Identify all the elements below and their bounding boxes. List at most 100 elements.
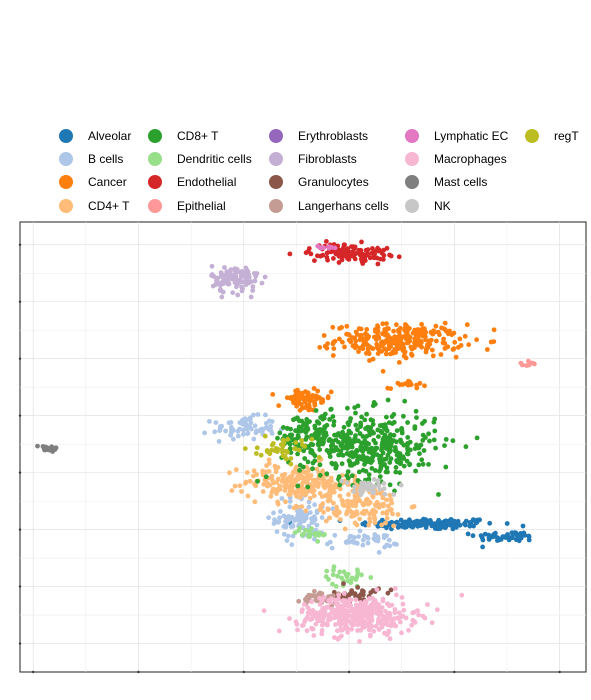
data-point xyxy=(232,483,238,489)
data-point xyxy=(513,537,519,543)
data-point xyxy=(308,441,314,447)
legend-item: Cancer xyxy=(59,175,127,189)
data-point xyxy=(287,616,292,621)
data-point xyxy=(370,490,375,496)
data-point xyxy=(233,467,239,473)
data-point xyxy=(247,478,253,484)
legend-label: Langerhans cells xyxy=(298,199,389,213)
data-point xyxy=(384,326,390,331)
data-point xyxy=(213,420,219,425)
data-point xyxy=(355,585,361,590)
data-point xyxy=(387,252,392,258)
data-point xyxy=(299,504,305,509)
data-point xyxy=(398,523,404,528)
data-point xyxy=(377,474,383,479)
data-point xyxy=(277,430,283,436)
data-point xyxy=(375,620,381,626)
data-point xyxy=(401,463,407,469)
data-point xyxy=(235,269,241,275)
legend-label: Dendritic cells xyxy=(177,152,252,166)
data-point xyxy=(219,294,225,300)
data-point xyxy=(341,503,347,509)
data-point xyxy=(348,580,354,586)
data-point xyxy=(235,433,241,439)
data-point xyxy=(309,436,315,442)
data-point xyxy=(423,521,428,526)
data-point xyxy=(260,471,266,477)
data-point xyxy=(363,500,369,506)
data-point xyxy=(383,608,388,614)
data-point xyxy=(315,539,321,544)
data-point xyxy=(266,515,271,521)
data-point xyxy=(358,256,364,262)
data-point xyxy=(388,343,393,349)
data-point xyxy=(367,596,372,601)
data-point xyxy=(412,424,418,429)
data-point xyxy=(447,328,452,334)
data-point xyxy=(285,436,291,442)
data-point xyxy=(319,622,325,628)
data-point xyxy=(281,524,287,529)
data-point xyxy=(337,336,342,342)
data-point xyxy=(306,246,312,251)
data-point xyxy=(382,438,388,444)
data-point xyxy=(248,415,253,421)
data-point xyxy=(351,489,357,495)
data-point xyxy=(366,350,372,356)
data-point xyxy=(409,351,414,357)
data-point xyxy=(372,516,378,522)
data-point xyxy=(504,521,510,526)
data-point xyxy=(388,587,394,593)
data-point xyxy=(288,524,294,530)
data-point xyxy=(457,336,463,342)
data-point xyxy=(396,610,402,616)
legend-item: Erythroblasts xyxy=(269,129,368,143)
data-point xyxy=(349,514,355,519)
data-point xyxy=(346,505,351,511)
data-point xyxy=(296,393,302,399)
data-point xyxy=(377,468,382,474)
data-point xyxy=(380,510,386,516)
legend-label: Fibroblasts xyxy=(298,152,357,166)
legend-label: B cells xyxy=(88,152,123,166)
data-point xyxy=(375,245,380,251)
data-point xyxy=(331,419,337,424)
legend-label: NK xyxy=(434,199,451,213)
data-point xyxy=(392,445,398,450)
data-point xyxy=(252,423,258,429)
data-point xyxy=(352,405,358,410)
data-point xyxy=(375,351,381,356)
data-point xyxy=(364,411,369,417)
data-point xyxy=(369,466,375,471)
legend-marker xyxy=(59,129,73,143)
data-point xyxy=(372,251,377,256)
data-point xyxy=(381,253,387,258)
data-point xyxy=(355,427,360,433)
data-point xyxy=(301,531,306,537)
data-point xyxy=(374,587,380,592)
plot-area xyxy=(18,221,587,674)
legend-label: Alveolar xyxy=(88,129,131,143)
data-point xyxy=(387,636,393,642)
data-point xyxy=(312,258,317,263)
data-point xyxy=(359,572,364,578)
data-point xyxy=(258,452,264,458)
data-point xyxy=(314,477,320,483)
data-point xyxy=(266,457,272,463)
data-point xyxy=(216,439,222,444)
data-point xyxy=(341,424,347,430)
data-point xyxy=(250,284,256,290)
data-point xyxy=(516,533,522,539)
data-point xyxy=(339,615,344,621)
data-point xyxy=(360,542,366,548)
data-point xyxy=(335,573,340,579)
data-point xyxy=(478,533,484,538)
data-point xyxy=(217,428,223,434)
data-point xyxy=(342,344,347,350)
data-point xyxy=(451,521,456,527)
data-point xyxy=(425,602,430,607)
data-point xyxy=(384,509,390,514)
data-point xyxy=(310,460,316,466)
data-point xyxy=(360,489,365,495)
data-point xyxy=(401,413,406,419)
